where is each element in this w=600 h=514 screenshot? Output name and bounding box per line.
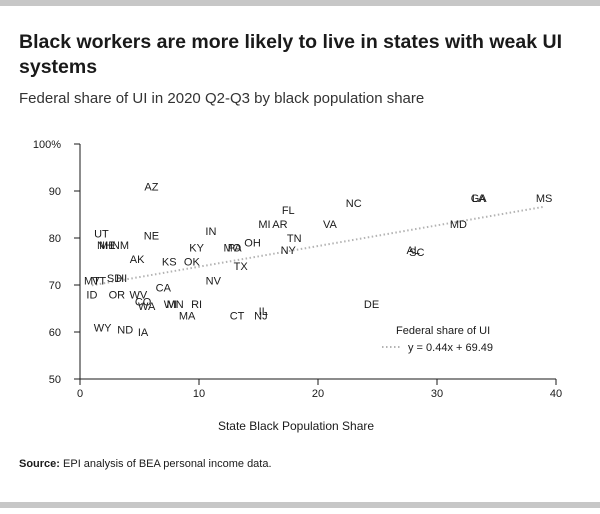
point-fl: FL bbox=[282, 205, 295, 217]
source-label: Source: bbox=[19, 458, 60, 470]
point-in: IN bbox=[205, 226, 216, 238]
point-ne: NE bbox=[144, 231, 159, 243]
x-tick-label: 10 bbox=[193, 388, 205, 400]
y-tick-label: 90 bbox=[49, 186, 61, 198]
axes: 50 60 70 80 90 100% 0 10 20 30 40 State Black Popul… bbox=[33, 139, 562, 433]
point-tn: TN bbox=[287, 233, 302, 245]
chart-title: Black workers are more likely to live in… bbox=[19, 31, 562, 78]
point-mt: MT bbox=[84, 275, 100, 287]
point-de: DE bbox=[364, 299, 379, 311]
point-oh: OH bbox=[244, 238, 261, 250]
point-il: IL bbox=[259, 306, 268, 318]
y-tick-label: 100% bbox=[33, 139, 61, 151]
point-co: CO bbox=[135, 296, 152, 308]
point-ct: CT bbox=[230, 311, 245, 323]
point-sd: SD bbox=[107, 273, 122, 285]
trendline bbox=[91, 205, 545, 287]
source-note: Source: EPI analysis of BEA personal inc… bbox=[19, 458, 272, 470]
point-ri: RI bbox=[191, 299, 202, 311]
point-ga: GA bbox=[471, 193, 488, 205]
trendline-layer bbox=[91, 205, 545, 287]
point-ut: UT bbox=[94, 228, 109, 240]
point-nm: NM bbox=[112, 240, 129, 252]
point-nd: ND bbox=[117, 325, 133, 337]
x-tick-label: 20 bbox=[312, 388, 324, 400]
point-ar: AR bbox=[272, 219, 287, 231]
point-tx: TX bbox=[234, 261, 249, 273]
x-tick-label: 30 bbox=[431, 388, 443, 400]
point-ok: OK bbox=[184, 257, 201, 269]
point-pa: PA bbox=[228, 242, 243, 254]
point-nc: NC bbox=[346, 198, 362, 210]
point-mi: MI bbox=[258, 219, 270, 231]
y-tick-label: 50 bbox=[49, 374, 61, 386]
x-tick-label: 0 bbox=[77, 388, 83, 400]
point-wa: WA bbox=[138, 301, 156, 313]
point-or: OR bbox=[109, 289, 126, 301]
point-ca: CA bbox=[156, 282, 172, 294]
point-hi: HI bbox=[116, 273, 127, 285]
chart-subtitle: Federal share of UI in 2020 Q2-Q3 by bla… bbox=[19, 90, 425, 107]
point-ia: IA bbox=[138, 327, 149, 339]
point-me: ME bbox=[99, 240, 116, 252]
point-wv: WV bbox=[129, 289, 147, 301]
y-tick-label: 70 bbox=[49, 280, 61, 292]
point-nj: NJ bbox=[254, 311, 267, 323]
point-vt: VT bbox=[92, 275, 106, 287]
point-nh: NH bbox=[97, 240, 113, 252]
point-md: MD bbox=[450, 219, 467, 231]
point-mo: MO bbox=[223, 242, 241, 254]
point-ak: AK bbox=[130, 254, 145, 266]
point-wi: WI bbox=[164, 299, 177, 311]
source-text: EPI analysis of BEA personal income data… bbox=[59, 458, 272, 470]
legend-entry: y = 0.44x + 69.49 bbox=[408, 342, 493, 354]
point-nv: NV bbox=[206, 275, 222, 287]
point-wy: WY bbox=[94, 322, 112, 334]
point-mn: MN bbox=[167, 299, 184, 311]
legend: Federal share of UI y = 0.44x + 69.49 bbox=[382, 325, 493, 354]
point-al: AL bbox=[406, 245, 419, 257]
point-ma: MA bbox=[179, 311, 196, 323]
point-la: LA bbox=[472, 193, 486, 205]
point-id: ID bbox=[86, 289, 97, 301]
point-ms: MS bbox=[536, 193, 553, 205]
point-ks: KS bbox=[162, 257, 177, 269]
legend-title: Federal share of UI bbox=[396, 325, 490, 337]
y-tick-label: 80 bbox=[49, 233, 61, 245]
point-sc: SC bbox=[409, 247, 424, 259]
point-va: VA bbox=[323, 219, 338, 231]
point-ny: NY bbox=[281, 245, 297, 257]
scatter-plot: 50 60 70 80 90 100% 0 10 20 30 40 State Black Popul… bbox=[33, 139, 562, 433]
x-tick-label: 40 bbox=[550, 388, 562, 400]
y-tick-label: 60 bbox=[49, 327, 61, 339]
point-az: AZ bbox=[144, 181, 158, 193]
x-axis-label: State Black Population Share bbox=[218, 419, 374, 433]
point-ky: KY bbox=[189, 242, 204, 254]
